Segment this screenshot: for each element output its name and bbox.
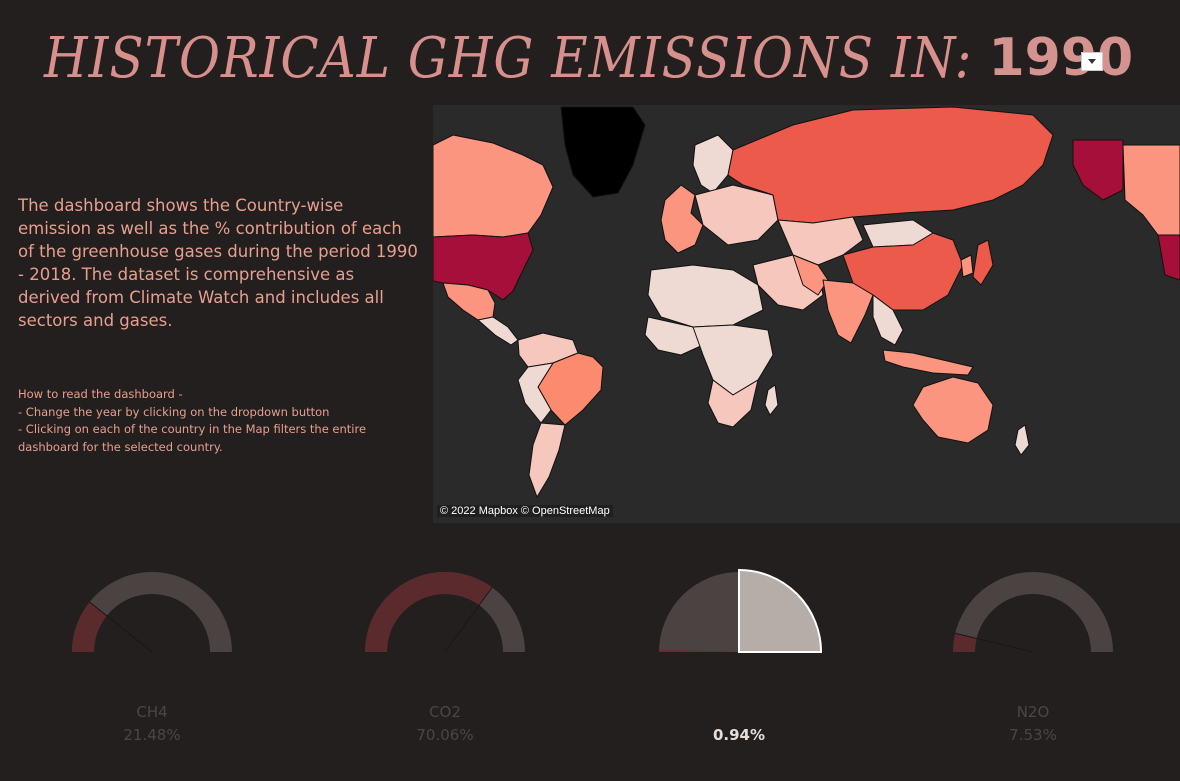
country-japan[interactable] — [972, 239, 994, 286]
how-to-heading: How to read the dashboard - — [18, 387, 183, 401]
gauge-ch4-chart[interactable] — [52, 560, 252, 700]
country-new-zealand[interactable] — [1014, 424, 1030, 456]
gauge-value-arc — [659, 649, 739, 652]
country-madagascar[interactable] — [764, 384, 779, 416]
country-scandinavia[interactable] — [692, 134, 734, 194]
gauge-n2o[interactable]: N2O 7.53% — [933, 560, 1133, 750]
year-dropdown-button[interactable] — [1081, 52, 1103, 71]
gauge-value-arc — [72, 602, 107, 652]
country-usa-east[interactable] — [1157, 234, 1180, 281]
gauge-co2-chart[interactable] — [345, 560, 545, 700]
dashboard-title: HISTORICAL GHG EMISSIONS IN: 1990 — [44, 25, 1134, 98]
country-southern-africa[interactable] — [707, 379, 759, 428]
gauge-needle — [89, 601, 153, 653]
gauge-n2o-label: N2O — [1016, 703, 1050, 721]
chevron-down-icon — [1088, 59, 1096, 64]
gauge-ch4-label: CH4 — [136, 703, 168, 721]
country-argentina[interactable] — [528, 422, 566, 498]
country-korea[interactable] — [960, 254, 974, 278]
country-western-europe[interactable] — [660, 184, 704, 254]
country-russia[interactable] — [727, 106, 1054, 224]
country-north-africa[interactable] — [647, 264, 764, 328]
gauge-co2-label: CO2 — [429, 703, 461, 721]
gauge-n2o-chart[interactable] — [933, 560, 1133, 700]
country-alaska[interactable] — [1072, 139, 1124, 201]
gauge-value-arc — [953, 633, 977, 652]
gauge-ch4[interactable]: CH4 21.48% — [52, 560, 252, 750]
gauge-selected-wedge — [738, 568, 823, 653]
map-canvas[interactable] — [433, 105, 1180, 523]
dashboard-description: The dashboard shows the Country-wise emi… — [18, 196, 418, 330]
how-to-read: How to read the dashboard - - Change the… — [18, 386, 418, 456]
gauge-fgas-value: 0.94% — [712, 726, 766, 744]
title-year: 1990 — [988, 28, 1134, 88]
country-india[interactable] — [822, 279, 874, 344]
country-australia[interactable] — [912, 376, 994, 444]
gauge-track — [953, 572, 1113, 652]
gauge-value-arc — [365, 572, 493, 652]
how-to-line: - Clicking on each of the country in the… — [18, 422, 370, 454]
country-eastern-europe[interactable] — [694, 184, 779, 246]
country-iran[interactable] — [792, 254, 829, 296]
gauge-co2[interactable]: CO2 70.06% — [345, 560, 545, 750]
world-map[interactable]: © 2022 Mapbox © OpenStreetMap — [433, 105, 1180, 523]
country-peru-bolivia[interactable] — [517, 362, 554, 424]
title-prefix: HISTORICAL GHG EMISSIONS IN: — [44, 25, 973, 91]
gauge-needle — [955, 632, 1034, 653]
gauge-fgas-chart[interactable] — [639, 560, 839, 700]
country-indonesia[interactable] — [882, 349, 974, 376]
gauge-track — [72, 572, 232, 652]
gauge-n2o-value: 7.53% — [1009, 726, 1057, 744]
gauge-co2-value: 70.06% — [416, 726, 474, 744]
map-attribution[interactable]: © 2022 Mapbox © OpenStreetMap — [437, 505, 613, 517]
country-greenland[interactable] — [560, 106, 646, 198]
country-southeast-asia[interactable] — [872, 294, 904, 346]
gauge-ch4-value: 21.48% — [123, 726, 181, 744]
gauge-track — [659, 572, 739, 652]
how-to-line: - Change the year by clicking on the dro… — [18, 404, 330, 419]
gauge-needle — [444, 587, 493, 653]
gauge-fgas[interactable]: 0.94% — [639, 560, 839, 750]
